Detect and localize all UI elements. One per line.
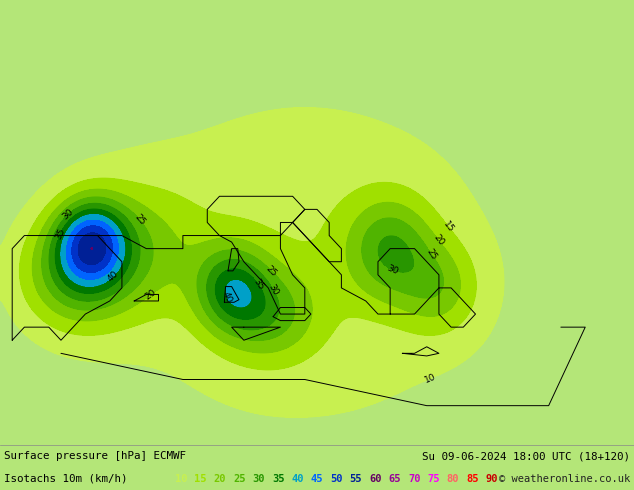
Text: 45: 45 (311, 474, 323, 484)
Text: 35: 35 (54, 227, 67, 241)
Text: 40: 40 (292, 474, 304, 484)
Text: 10: 10 (175, 474, 188, 484)
Text: 15: 15 (195, 474, 207, 484)
Text: 25: 25 (233, 474, 246, 484)
Text: 35: 35 (252, 277, 265, 292)
Text: 10: 10 (424, 372, 437, 385)
Text: 60: 60 (369, 474, 382, 484)
Text: 50: 50 (330, 474, 343, 484)
Text: 30: 30 (385, 264, 399, 276)
Text: 85: 85 (466, 474, 479, 484)
Text: 75: 75 (427, 474, 440, 484)
Text: 20: 20 (214, 474, 226, 484)
Text: 90: 90 (486, 474, 498, 484)
Text: 30: 30 (267, 283, 280, 297)
Text: 80: 80 (447, 474, 459, 484)
Text: 55: 55 (350, 474, 362, 484)
Text: 25: 25 (425, 247, 439, 262)
Text: 25: 25 (133, 213, 146, 227)
Text: 15: 15 (442, 220, 456, 235)
Text: 40: 40 (221, 290, 233, 304)
Text: 40: 40 (106, 269, 120, 284)
Text: Surface pressure [hPa] ECMWF: Surface pressure [hPa] ECMWF (4, 451, 186, 461)
Text: 35: 35 (272, 474, 285, 484)
Text: © weatheronline.co.uk: © weatheronline.co.uk (499, 474, 630, 484)
Text: 25: 25 (264, 264, 279, 278)
Text: 30: 30 (252, 474, 265, 484)
Text: Su 09-06-2024 18:00 UTC (18+120): Su 09-06-2024 18:00 UTC (18+120) (422, 451, 630, 461)
Text: Isotachs 10m (km/h): Isotachs 10m (km/h) (4, 474, 127, 484)
Text: 65: 65 (389, 474, 401, 484)
Text: 30: 30 (61, 207, 75, 221)
Text: 20: 20 (432, 233, 446, 247)
Text: 20: 20 (144, 288, 158, 302)
Text: 70: 70 (408, 474, 420, 484)
